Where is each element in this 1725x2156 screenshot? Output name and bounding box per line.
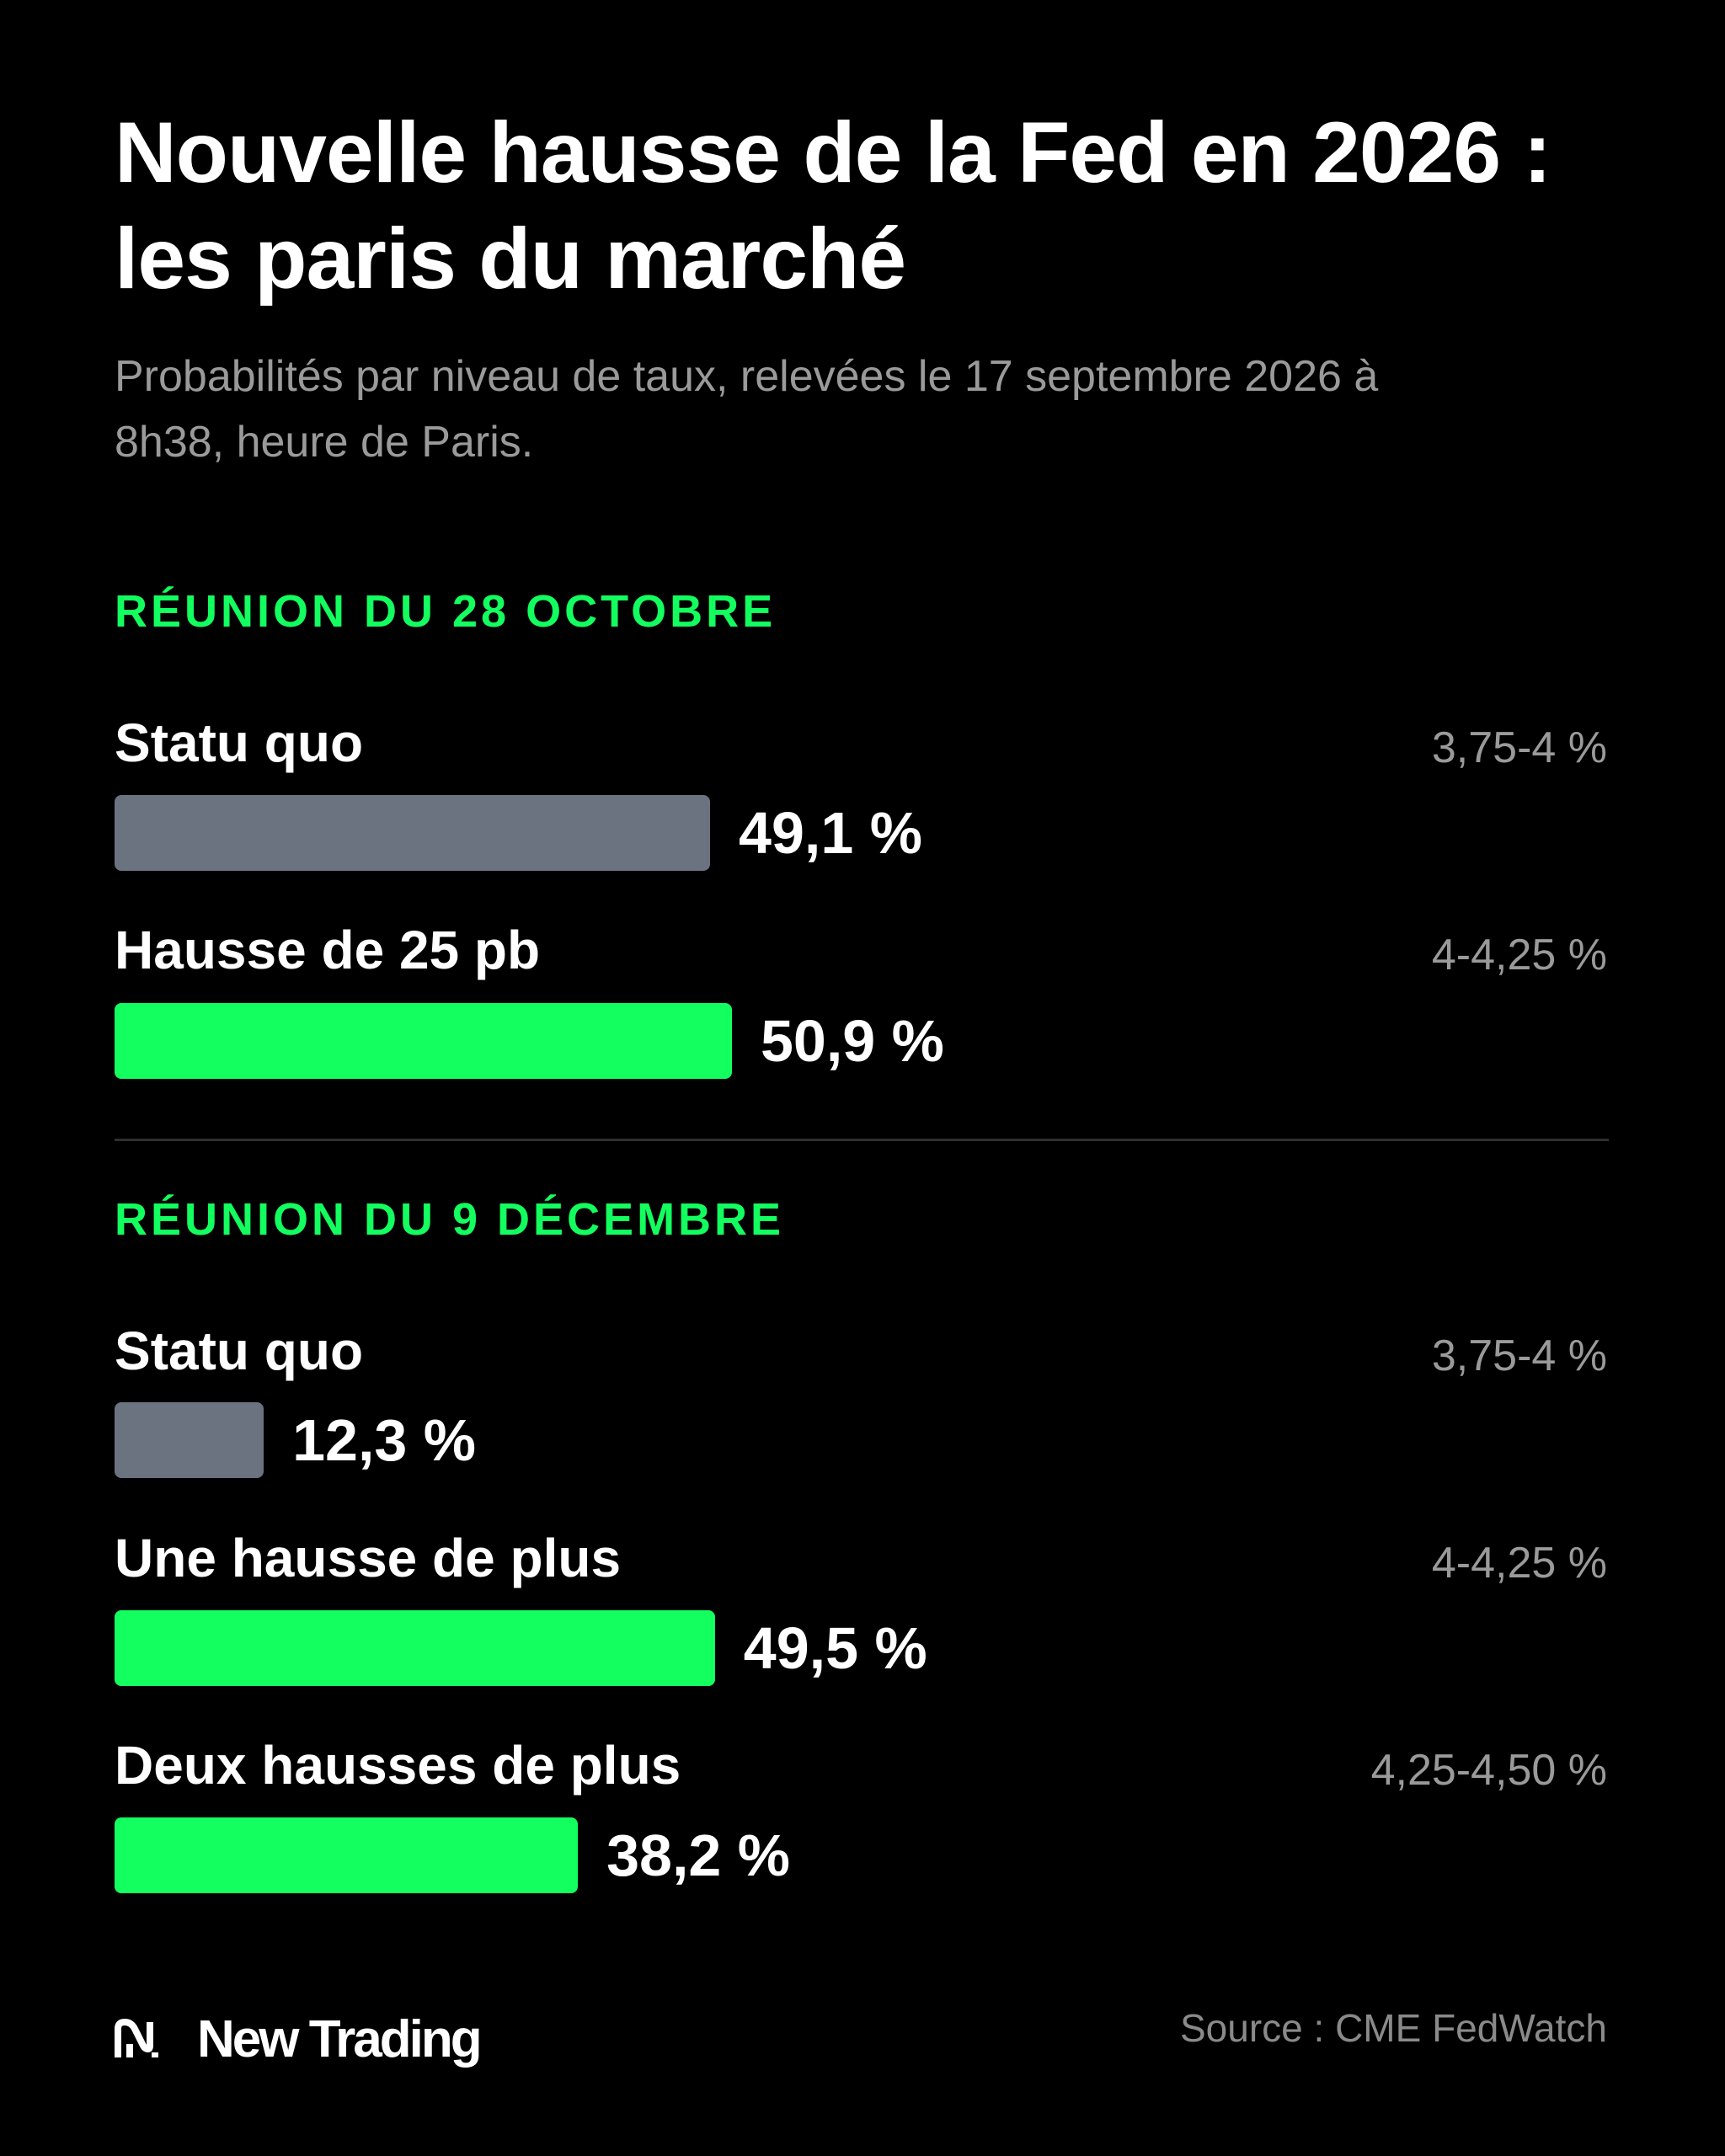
december-value-deux-hausses: 38,2 %: [606, 1822, 791, 1888]
october-row-range-statu-quo: 3,75-4 %: [1431, 723, 1607, 772]
december-row-range-une-hausse: 4-4,25 %: [1431, 1539, 1607, 1588]
december-row-label-une-hausse: Une hausse de plus: [115, 1528, 622, 1588]
page-subtitle: Probabilités par niveau de taux, relevée…: [115, 352, 1379, 467]
december-row-range-statu-quo: 3,75-4 %: [1431, 1331, 1607, 1380]
brand-name: New Trading: [197, 2010, 483, 2068]
source-note: Source : CME FedWatch: [1179, 2006, 1607, 2050]
october-row-label-statu-quo: Statu quo: [115, 712, 364, 773]
title-line-2: les paris du marché: [115, 211, 906, 307]
section-divider: [115, 1139, 1609, 1141]
section-label-december: RÉUNION DU 9 DÉCEMBRE: [115, 1194, 785, 1245]
october-bar-hausse-25pb: [115, 1003, 732, 1079]
october-value-statu-quo: 49,1 %: [739, 800, 922, 866]
october-row-label-hausse-25pb: Hausse de 25 pb: [115, 920, 541, 980]
page-title: Nouvelle hausse de la Fed en 2026 : les …: [115, 99, 1631, 312]
december-value-statu-quo: 12,3 %: [292, 1407, 477, 1473]
october-bar-statu-quo: [115, 795, 711, 871]
new-trading-logo-icon: [115, 2019, 158, 2057]
october-value-hausse-25pb: 50,9 %: [760, 1008, 944, 1074]
december-bar-statu-quo: [115, 1402, 264, 1478]
december-row-range-deux-hausses: 4,25-4,50 %: [1370, 1746, 1607, 1795]
section-label-october: RÉUNION DU 28 OCTOBRE: [115, 586, 777, 637]
brand-logo: New Trading: [115, 2008, 483, 2072]
october-row-range-hausse-25pb: 4-4,25 %: [1431, 931, 1607, 979]
title-line-1: Nouvelle hausse de la Fed en 2026 :: [115, 104, 1551, 200]
december-value-une-hausse: 49,5 %: [743, 1615, 927, 1681]
december-bar-deux-hausses: [115, 1817, 579, 1893]
december-row-label-statu-quo: Statu quo: [115, 1321, 364, 1381]
december-row-label-deux-hausses: Deux hausses de plus: [115, 1735, 681, 1796]
december-bar-une-hausse: [115, 1610, 715, 1686]
